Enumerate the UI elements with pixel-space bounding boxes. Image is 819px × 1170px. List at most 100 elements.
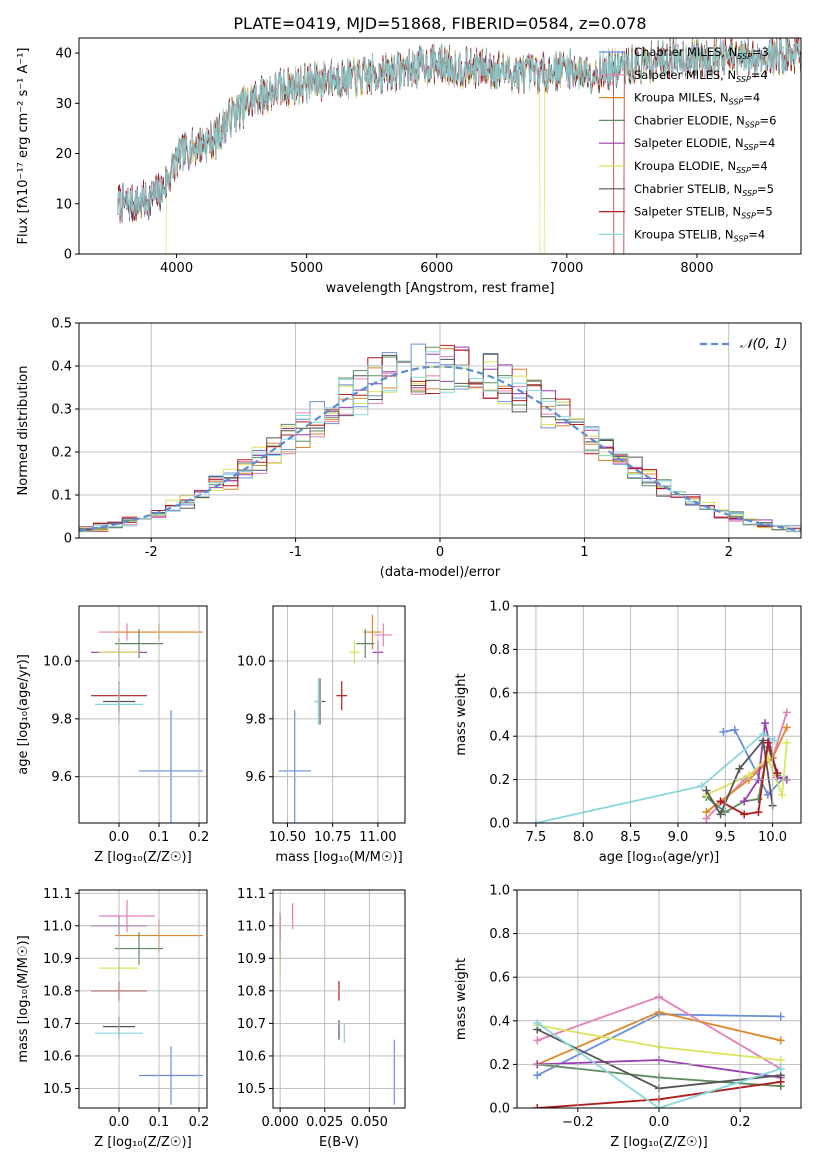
y-tick-label: 0.0 bbox=[489, 817, 510, 832]
point-marker-chabrier-miles bbox=[730, 725, 739, 734]
series-line-chabrier-miles bbox=[723, 728, 785, 797]
y-tick-label: 11.1 bbox=[237, 887, 266, 902]
x-axis-label: (data-model)/error bbox=[380, 565, 501, 580]
y-axis-label: mass weight bbox=[454, 673, 469, 755]
point-marker-salpeter-miles bbox=[782, 708, 791, 717]
x-axis-label: age [log₁₀(age/yr)] bbox=[599, 850, 720, 865]
point-marker-kroupa-elodie bbox=[776, 1056, 785, 1065]
axes-frame bbox=[78, 605, 208, 824]
y-tick-label: 9.8 bbox=[245, 712, 266, 727]
point-marker-kroupa-stelib bbox=[770, 736, 779, 745]
legend-label: Kroupa MILES, NSSP=4 bbox=[634, 91, 760, 107]
axes-frame bbox=[272, 605, 406, 824]
y-axis-label: Flux [fλ10⁻¹⁷ erg cm⁻² s⁻¹ A⁻¹] bbox=[16, 48, 31, 245]
y-tick-label: 11.0 bbox=[43, 919, 72, 934]
y-tick-label: 0.2 bbox=[489, 1058, 510, 1073]
y-tick-label: 0.8 bbox=[489, 643, 510, 658]
y-tick-label: 1.0 bbox=[489, 600, 510, 615]
x-tick-label: 9.0 bbox=[668, 830, 689, 845]
point-marker-chabrier-stelib bbox=[716, 810, 725, 819]
x-tick-label: -1 bbox=[289, 545, 302, 560]
x-axis-label: mass [log₁₀(M/M☉)] bbox=[275, 850, 402, 865]
panel-spectrum: 4000 5000 6000 7000 8000 0 10 20 30 40 wavelength … bbox=[16, 37, 802, 296]
x-tick-label: 2 bbox=[725, 545, 733, 560]
spectrum-line-kroupa-stelib bbox=[117, 38, 801, 221]
y-tick-label: 0.2 bbox=[51, 446, 72, 461]
legend-label: Chabrier MILES, NSSP=3 bbox=[634, 45, 769, 61]
axes-frame bbox=[516, 605, 802, 824]
panel-weight-vs-age: 7.5 8.0 8.5 9.0 9.5 10.0 0.0 0.2 0.4 0.6 0.8 1.0 age… bbox=[454, 600, 802, 865]
point-marker-kroupa-miles bbox=[702, 808, 711, 817]
y-tick-label: 0.1 bbox=[51, 489, 72, 504]
y-tick-label: 9.6 bbox=[51, 770, 72, 785]
legend-label: Kroupa ELODIE, NSSP=4 bbox=[634, 159, 768, 175]
x-tick-label: 0.2 bbox=[730, 1115, 751, 1130]
point-marker-salpeter-stelib bbox=[533, 1104, 542, 1108]
x-axis-label: E(B-V) bbox=[319, 1135, 359, 1150]
point-marker-kroupa-miles bbox=[782, 723, 791, 732]
x-tick-label: 10.50 bbox=[269, 830, 306, 845]
y-tick-label: 10.0 bbox=[237, 654, 266, 669]
y-tick-label: 0.8 bbox=[489, 927, 510, 942]
x-tick-label: 0.0 bbox=[649, 1115, 670, 1130]
point-marker-chabrier-miles bbox=[533, 1071, 542, 1080]
y-axis-label: age [log₁₀(age/yr)] bbox=[16, 654, 31, 775]
legend-label: Salpeter STELIB, NSSP=5 bbox=[634, 205, 773, 221]
legend-label: Chabrier STELIB, NSSP=5 bbox=[634, 182, 774, 198]
legend: Chabrier MILES, NSSP=3 Salpeter MILES, NS… bbox=[599, 45, 776, 243]
y-tick-label: 10.7 bbox=[237, 1017, 266, 1032]
x-axis-label: wavelength [Angstrom, rest frame] bbox=[326, 281, 555, 296]
panel-residuals: -2 -1 0 1 2 0 0.1 0.2 0.3 0.4 0.5 (data-model)/erro… bbox=[16, 317, 802, 580]
x-tick-label: 0.0 bbox=[109, 830, 130, 845]
x-tick-label: 0.1 bbox=[149, 830, 170, 845]
axes-frame bbox=[78, 37, 802, 255]
x-tick-label: -2 bbox=[145, 545, 158, 560]
x-tick-label: 6000 bbox=[420, 261, 453, 276]
y-tick-label: 10.8 bbox=[43, 984, 72, 999]
point-marker-kroupa-stelib bbox=[697, 782, 706, 791]
x-tick-label: 0.2 bbox=[189, 1115, 210, 1130]
point-marker-salpeter-stelib bbox=[754, 808, 763, 817]
point-marker-kroupa-stelib bbox=[533, 1018, 542, 1027]
point-marker-kroupa-elodie bbox=[778, 790, 787, 799]
point-marker-salpeter-stelib bbox=[763, 738, 772, 747]
x-tick-label: 4000 bbox=[160, 261, 193, 276]
x-tick-label: 10.0 bbox=[758, 830, 787, 845]
x-tick-label: 10.75 bbox=[314, 830, 351, 845]
x-tick-label: 0.0 bbox=[109, 1115, 130, 1130]
point-marker-salpeter-elodie bbox=[761, 719, 770, 728]
legend-label: Kroupa STELIB, NSSP=4 bbox=[634, 227, 765, 243]
y-tick-label: 10.9 bbox=[237, 952, 266, 967]
y-tick-label: 0.2 bbox=[489, 773, 510, 788]
point-marker-kroupa-stelib bbox=[776, 1064, 785, 1073]
figure-title: PLATE=0419, MJD=51868, FIBERID=0584, z=0… bbox=[233, 14, 646, 33]
x-tick-label: 9.5 bbox=[715, 830, 736, 845]
y-tick-label: 0.6 bbox=[489, 971, 510, 986]
x-tick-label: 8000 bbox=[680, 261, 713, 276]
y-tick-label: 10.9 bbox=[43, 952, 72, 967]
x-tick-label: 0.1 bbox=[149, 1115, 170, 1130]
x-tick-label: 11.00 bbox=[359, 830, 396, 845]
y-tick-label: 0.0 bbox=[489, 1102, 510, 1117]
x-axis-label: Z [log₁₀(Z/Z☉)] bbox=[610, 1135, 707, 1150]
series-line-kroupa-stelib bbox=[535, 732, 775, 823]
x-tick-label: 0.050 bbox=[351, 1115, 388, 1130]
axes-frame bbox=[272, 889, 406, 1109]
y-tick-label: 11.1 bbox=[43, 887, 72, 902]
y-tick-label: 0.4 bbox=[489, 730, 510, 745]
y-tick-label: 10.5 bbox=[237, 1082, 266, 1097]
y-tick-label: 30 bbox=[55, 97, 72, 112]
y-tick-label: 0.3 bbox=[51, 403, 72, 418]
panel-weight-vs-Z: −0.2 0.0 0.2 0.0 0.2 0.4 0.6 0.8 1.0 Z [log₁₀(Z/Z… bbox=[454, 884, 802, 1150]
point-marker-chabrier-miles bbox=[776, 1012, 785, 1021]
y-tick-label: 0.4 bbox=[51, 360, 72, 375]
x-tick-label: 8.0 bbox=[573, 830, 594, 845]
point-marker-salpeter-stelib bbox=[716, 797, 725, 806]
panel-mass-vs-ebv: 0.000 0.025 0.050 10.5 10.6 10.7 10.8 10.9 11.0 1… bbox=[237, 887, 406, 1150]
y-tick-label: 40 bbox=[55, 47, 72, 62]
y-tick-label: 10.6 bbox=[237, 1049, 266, 1064]
x-axis-label: Z [log₁₀(Z/Z☉)] bbox=[94, 850, 191, 865]
y-axis-label: Normed distribution bbox=[16, 366, 31, 496]
point-marker-kroupa-elodie bbox=[782, 738, 791, 747]
y-axis-label: mass [log₁₀(M/M☉)] bbox=[16, 935, 31, 1062]
